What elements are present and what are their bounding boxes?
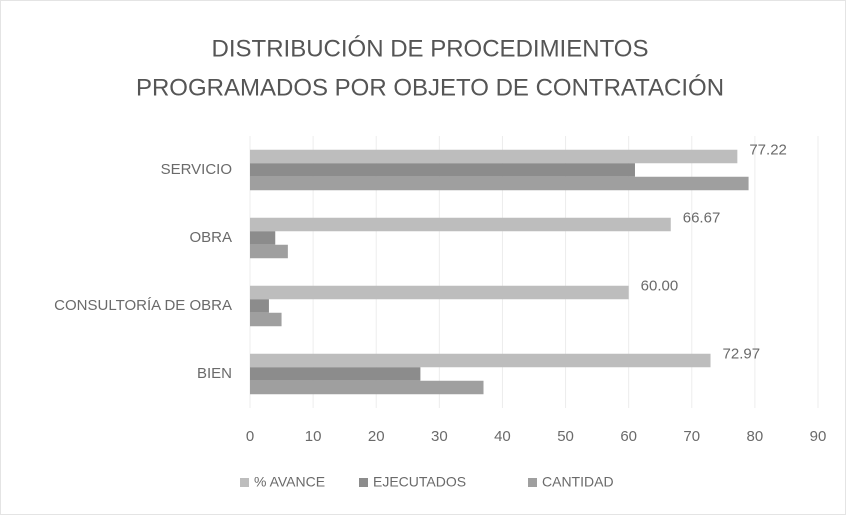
legend-label: EJECUTADOS bbox=[373, 474, 466, 490]
bar bbox=[250, 380, 484, 395]
bar bbox=[250, 353, 711, 368]
bar bbox=[250, 176, 749, 191]
x-tick-label: 80 bbox=[747, 428, 764, 445]
y-tick-label: BIEN bbox=[197, 365, 232, 382]
x-tick-label: 50 bbox=[557, 428, 574, 445]
x-tick-label: 60 bbox=[620, 428, 637, 445]
bar bbox=[250, 149, 738, 164]
bar bbox=[250, 244, 288, 259]
chart-title: PROGRAMADOS POR OBJETO DE CONTRATACIÓN bbox=[136, 74, 724, 101]
x-tick-label: 0 bbox=[246, 428, 254, 445]
bar bbox=[250, 367, 421, 381]
x-tick-label: 10 bbox=[305, 428, 322, 445]
x-tick-label: 20 bbox=[368, 428, 385, 445]
y-tick-label: OBRA bbox=[189, 229, 232, 246]
y-tick-label: SERVICIO bbox=[161, 161, 232, 178]
legend-swatch bbox=[240, 478, 249, 487]
data-label: 66.67 bbox=[683, 210, 721, 227]
bar bbox=[250, 231, 276, 245]
x-tick-label: 90 bbox=[810, 428, 827, 445]
data-label: 77.22 bbox=[749, 142, 787, 159]
bar bbox=[250, 312, 282, 327]
legend-swatch bbox=[528, 478, 537, 487]
x-tick-label: 70 bbox=[683, 428, 700, 445]
bar bbox=[250, 163, 635, 177]
legend-label: CANTIDAD bbox=[542, 474, 614, 490]
x-tick-label: 30 bbox=[431, 428, 448, 445]
data-label: 60.00 bbox=[641, 278, 679, 295]
bar bbox=[250, 217, 671, 232]
y-tick-label: CONSULTORÍA DE OBRA bbox=[54, 297, 232, 314]
bar bbox=[250, 285, 629, 300]
legend-swatch bbox=[359, 478, 368, 487]
data-label: 72.97 bbox=[723, 346, 761, 363]
chart-title: DISTRIBUCIÓN DE PROCEDIMIENTOS bbox=[212, 35, 649, 62]
legend-label: % AVANCE bbox=[254, 474, 325, 490]
x-tick-label: 40 bbox=[494, 428, 511, 445]
bar bbox=[250, 299, 269, 313]
